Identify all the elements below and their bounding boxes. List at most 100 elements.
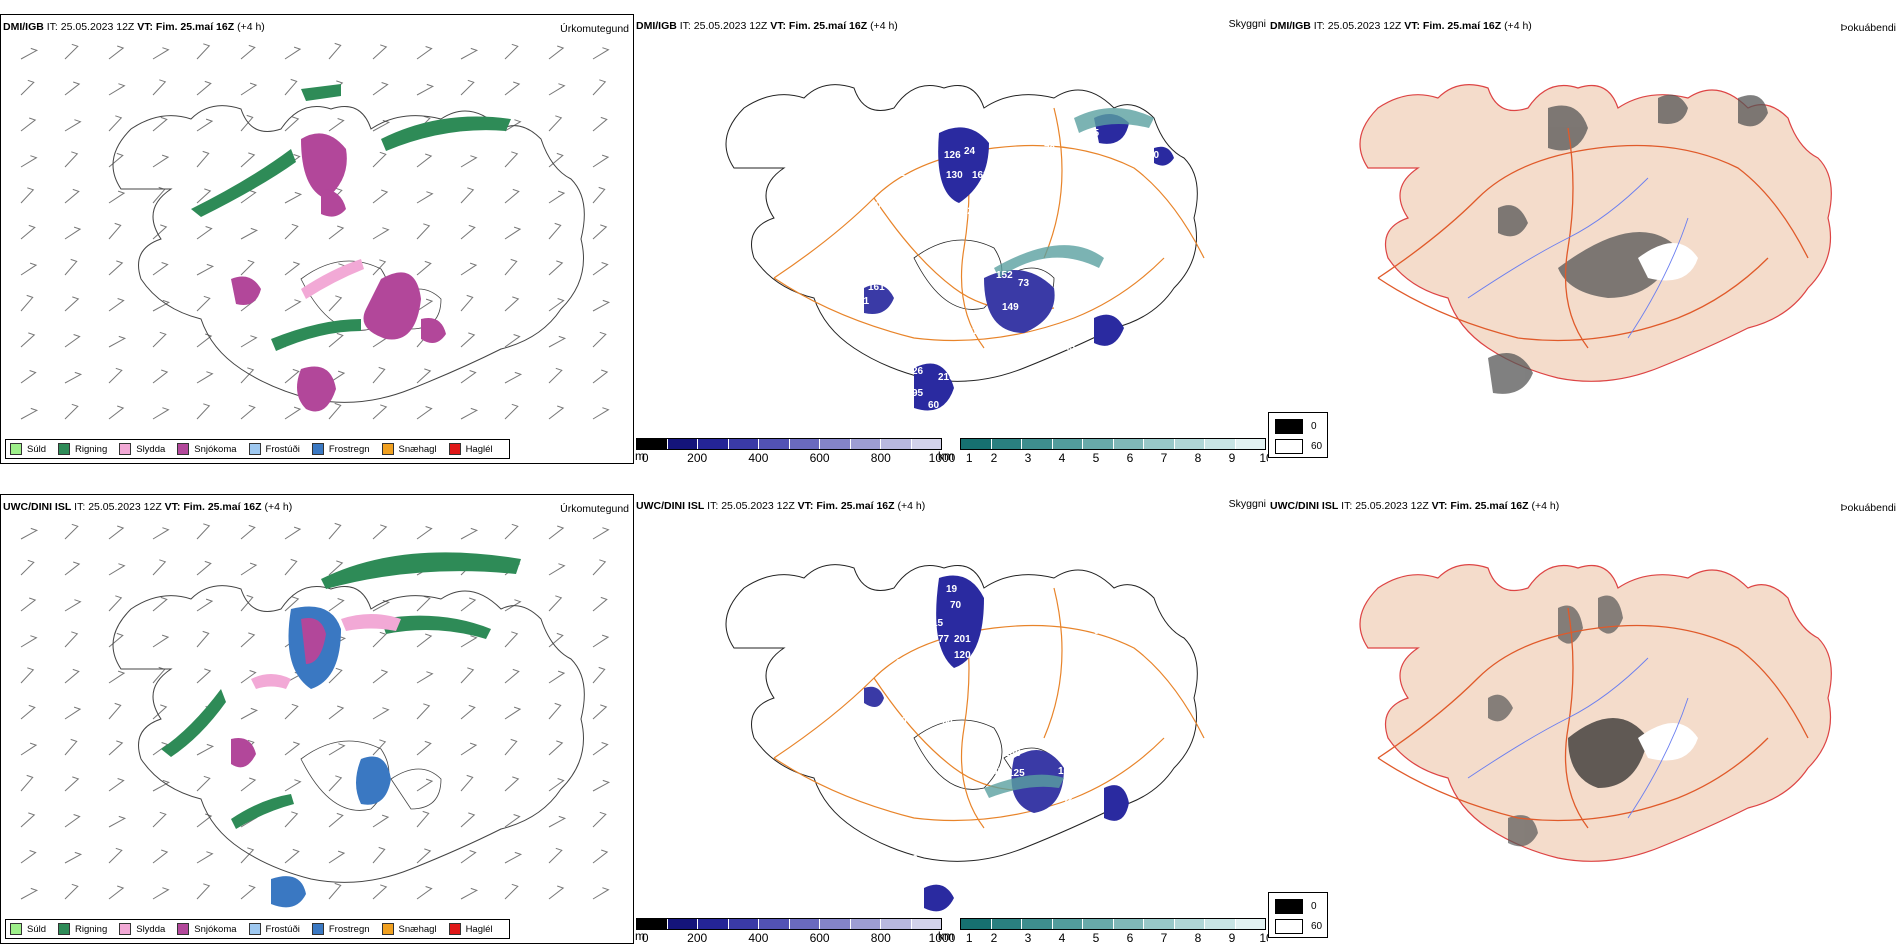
- colorbar-cell: [961, 439, 992, 449]
- wind-barb: [284, 741, 301, 756]
- wind-barb: [240, 190, 257, 204]
- wind-barb: [328, 225, 345, 240]
- wind-barb: [460, 407, 479, 420]
- visibility-blobs: [864, 575, 1129, 912]
- wind-barb: [460, 370, 477, 384]
- ceiling-label: 77: [936, 840, 948, 851]
- wind-barb: [284, 811, 299, 828]
- wind-barb: [20, 187, 35, 204]
- visibility-panel-row2: UWC/DINI ISL IT: 25.05.2023 12Z VT: Fim.…: [634, 494, 1268, 944]
- legend-swatch: [10, 923, 22, 935]
- wind-barb: [416, 46, 433, 60]
- legend-swatch: [448, 923, 461, 935]
- wind-barb: [196, 775, 211, 792]
- wind-barb: [64, 706, 82, 720]
- wind-barb: [592, 811, 607, 828]
- ceiling-label: 103: [890, 270, 907, 281]
- ceiling-label: 70: [1148, 150, 1160, 161]
- wind-barb: [152, 849, 169, 864]
- wind-barb: [240, 562, 258, 576]
- visibility-colorbar: 1 2 3 4 5 6 7 8 9 10 km: [938, 918, 1268, 944]
- ceiling-label: 130: [946, 170, 963, 181]
- wind-barb: [460, 79, 475, 96]
- wind-barb: [328, 667, 343, 684]
- colorbar-cell: [759, 439, 790, 449]
- wind-barb: [64, 738, 78, 756]
- wind-barb: [196, 403, 211, 420]
- legend-item: Snjókoma: [177, 443, 237, 455]
- wind-barb: [64, 119, 82, 132]
- wind-barb: [64, 523, 79, 540]
- wind-barb: [460, 812, 476, 828]
- panel-type-title: Þokuábendi: [1840, 22, 1896, 34]
- wind-barb: [20, 407, 39, 420]
- colorbar-tick-label: 200: [687, 451, 708, 464]
- legend-swatch: [119, 443, 132, 455]
- wind-barb: [548, 298, 565, 312]
- wind-barb: [372, 739, 387, 756]
- wind-barb: [240, 44, 256, 60]
- wind-barb: [20, 597, 37, 612]
- wind-barb: [460, 155, 478, 168]
- legend-swatch: [381, 923, 394, 935]
- wind-barb: [240, 404, 256, 420]
- wind-barb: [416, 703, 431, 720]
- legend-swatch: [58, 443, 71, 455]
- wind-barb: [504, 403, 519, 420]
- colorbar-cell: [1052, 919, 1083, 929]
- wind-barb: [240, 884, 256, 900]
- colorbar-cell: [991, 919, 1022, 929]
- wind-barb: [196, 263, 215, 276]
- panel-type-title: Úrkomutegund: [560, 23, 629, 35]
- wind-barb: [372, 814, 390, 828]
- ceiling-label: 214: [896, 658, 913, 669]
- wind-barb: [592, 186, 606, 204]
- ceiling-label: 201: [954, 634, 971, 645]
- wind-barb: [548, 815, 567, 828]
- wind-barb: [504, 226, 522, 240]
- precip-panel-row1: DMI/IGB IT: 25.05.2023 12Z VT: Fim. 25.m…: [0, 14, 634, 464]
- wind-barb: [416, 633, 433, 648]
- legend-item: Haglél: [448, 923, 493, 935]
- wind-barb: [548, 595, 563, 612]
- wind-barb: [108, 83, 126, 96]
- wind-barb: [416, 260, 432, 276]
- ceiling-label: 60: [928, 400, 940, 411]
- wind-barb: [108, 525, 125, 540]
- wind-barb: [240, 632, 256, 648]
- wind-barb: [548, 367, 563, 384]
- wind-barb: [196, 813, 213, 828]
- wind-barb: [284, 848, 300, 864]
- ceiling-label: 10: [922, 648, 934, 659]
- wind-barb: [548, 632, 564, 648]
- colorbar-cell: [820, 919, 851, 929]
- wind-barb: [20, 635, 38, 648]
- wind-barb: [284, 223, 299, 240]
- wind-barb: [416, 191, 434, 204]
- ceiling-colorbar: 0 200 400 600 800 1000 m: [635, 918, 955, 944]
- colorbar-tick-label: 200: [687, 931, 708, 944]
- roads: [1377, 607, 1809, 829]
- ceiling-label: 15: [932, 618, 944, 629]
- wind-barb: [460, 224, 476, 240]
- wind-barb: [240, 152, 256, 168]
- fog-patches: [1488, 595, 1648, 847]
- panel-title: DMI/IGB IT: 25.05.2023 12Z VT: Fim. 25.m…: [636, 20, 898, 32]
- wind-barb: [108, 260, 124, 276]
- wind-barb: [504, 81, 521, 96]
- wind-barb: [460, 527, 479, 540]
- ceiling-unit: m: [635, 449, 645, 463]
- colorbar-tick-label: 8: [1194, 931, 1202, 944]
- legend-swatch: [311, 923, 324, 935]
- wind-barb: [328, 705, 345, 720]
- fog-swatch-0: [1275, 419, 1303, 434]
- wind-barb: [196, 851, 214, 864]
- wind-barb: [328, 743, 346, 756]
- colorbar-cell: [1083, 439, 1114, 449]
- legend-item: Frostregn: [311, 923, 370, 935]
- wind-barb: [592, 47, 610, 60]
- ceiling-label: 712: [880, 672, 897, 683]
- wind-barb: [372, 227, 390, 240]
- colorbar-cell: [667, 919, 698, 929]
- wind-barb: [240, 227, 259, 240]
